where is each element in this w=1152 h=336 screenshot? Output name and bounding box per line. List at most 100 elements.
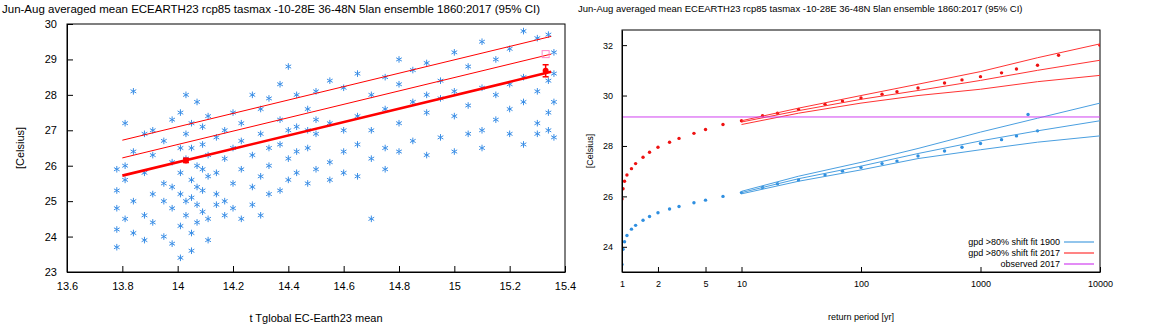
scatter-point [183,157,189,163]
legend-swatch [1064,241,1094,242]
scatter-point [150,152,156,159]
scatter-point [178,191,184,198]
tick-label: 14.2 [223,280,244,292]
scatter-point [396,56,402,63]
tick: 24 [45,231,73,243]
scatter-point [493,116,499,123]
chart-panel: 13.613.81414.214.414.614.81515.215.42324… [2,3,576,324]
scatter-point [551,99,557,106]
legend-swatch [1064,263,1094,264]
tick-mark [565,266,566,272]
tick-label: 15 [449,280,461,292]
scatter-point [194,162,200,169]
tick: 30 [45,18,73,30]
tick-label: 14.8 [389,280,410,292]
y-axis-title: [Celsius] [585,134,595,169]
tick: 14.2 [223,266,244,292]
scatter-point [625,173,628,176]
scatter-point [396,81,402,88]
tick: 30 [603,91,627,101]
scatter-point [424,152,430,159]
scatter-point [1000,71,1003,74]
tick-mark [233,266,234,272]
x-axis-title: t Tglobal EC-Earth23 mean [249,312,382,324]
scatter-point [142,237,148,244]
scatter-point [294,170,300,177]
tick: 2 [656,267,661,289]
scatter-point [721,123,724,126]
tick: 23 [45,266,73,278]
tick: 13.8 [112,266,133,292]
tick-mark [67,237,73,238]
tick-mark [67,24,73,25]
scatter-point [222,155,228,162]
scatter-point [1026,113,1029,116]
scatter-point [150,219,156,226]
scatter-point [142,212,148,219]
tick: 26 [603,192,627,202]
scatter-point [114,244,120,251]
scatter-point [451,49,457,56]
axis-line [68,272,566,273]
scatter-point [189,177,195,184]
scatter-point [1015,67,1018,70]
scatter-point [521,141,527,148]
scatter-point [178,223,184,230]
scatter-point [493,56,499,63]
scatter-point [534,120,540,127]
scatter-point [238,120,244,127]
chart-title: Jun-Aug averaged mean ECEARTH23 rcp85 ta… [2,3,540,15]
scatter-point [1036,64,1039,67]
tick-mark [122,266,123,272]
tick: 26 [45,160,73,172]
tick-mark [67,272,73,273]
tick: 29 [45,53,73,65]
tick: 28 [45,89,73,101]
scatter-point [305,106,311,113]
axis-line [623,272,1101,273]
scatter-point [979,142,982,145]
tick-label: 14.4 [278,280,299,292]
tick-label: 13.6 [57,280,78,292]
scatter-point [189,230,195,237]
tick-label: 28 [603,141,613,151]
scatter-point [238,216,244,223]
tick: 15.4 [555,266,576,292]
scatter-point [313,131,319,138]
tick-mark [67,95,73,96]
scatter-point [194,99,200,106]
tick: 100 [854,267,869,289]
x-axis: 12510100100010000 [620,267,1113,289]
tick-mark [622,146,627,147]
scatter-point [285,155,291,162]
tick-mark [1100,267,1101,272]
tick-label: 10 [737,279,747,289]
tick: 15 [449,266,461,292]
scatter-point [355,70,361,77]
scatter-point [250,184,256,191]
scatter-point [551,49,557,56]
scatter-point [479,38,485,45]
scatter-point [721,195,724,198]
tick-label: 24 [45,231,57,243]
scatter-point [368,127,374,134]
scatter-point [142,131,148,138]
scatter-point [451,148,457,155]
scatter-point [178,145,184,152]
tick-label: 23 [45,266,57,278]
chart-canvas: 13.613.81414.214.414.614.81515.215.42324… [0,0,1152,336]
scatter-point [396,148,402,155]
tick-label: 15.4 [555,280,576,292]
tick: 5 [704,267,709,289]
x-axis: 13.613.81414.214.414.614.81515.215.4 [57,266,576,292]
scatter-point [238,138,244,145]
scatter-point [214,170,220,177]
y-axis-title: [Celsius] [14,127,26,169]
scatter-point [943,149,946,152]
plot-frame [67,24,565,272]
scatter-point [285,177,291,184]
axis-line [67,25,68,273]
scatter-point [1000,138,1003,141]
scatter-point [313,166,319,173]
scatter-point [189,194,195,201]
